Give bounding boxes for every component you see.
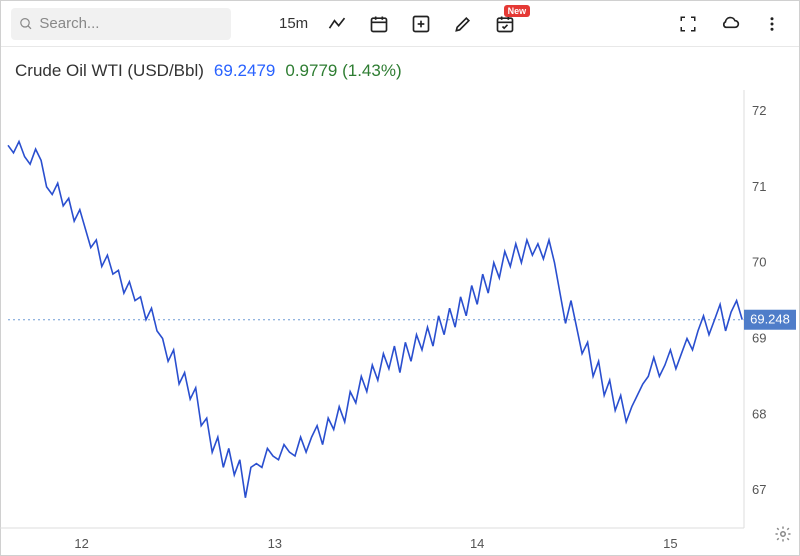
events-button[interactable]: New [488, 7, 522, 41]
gear-icon [774, 525, 792, 543]
price-chart[interactable]: 67 68 69 70 71 72 12 13 14 15 69.248 [0, 90, 800, 556]
chart-settings-button[interactable] [774, 525, 792, 548]
draw-button[interactable] [446, 7, 480, 41]
y-axis-label: 72 [752, 103, 766, 118]
add-indicator-button[interactable] [404, 7, 438, 41]
y-axis-label: 67 [752, 482, 766, 497]
search-icon [19, 16, 33, 32]
y-axis-label: 71 [752, 179, 766, 194]
calendar-icon [369, 14, 389, 34]
cloud-button[interactable] [713, 7, 747, 41]
more-button[interactable] [755, 7, 789, 41]
line-chart-icon [327, 14, 347, 34]
pencil-icon [453, 14, 473, 34]
x-axis-label: 13 [268, 536, 282, 551]
symbol-header: Crude Oil WTI (USD/Bbl) 69.2479 0.9779 (… [1, 47, 799, 87]
search-input[interactable] [39, 15, 223, 32]
chart-area[interactable]: 67 68 69 70 71 72 12 13 14 15 69.248 [0, 90, 800, 556]
interval-selector[interactable]: 15m [275, 15, 312, 32]
x-axis-label: 12 [74, 536, 88, 551]
x-axis-label: 15 [663, 536, 677, 551]
y-axis-label: 68 [752, 406, 766, 421]
symbol-name: Crude Oil WTI (USD/Bbl) [15, 61, 204, 81]
date-range-button[interactable] [362, 7, 396, 41]
price-tag-value: 69.248 [750, 312, 790, 327]
y-axis-label: 70 [752, 255, 766, 270]
dots-vertical-icon [763, 15, 781, 33]
cloud-icon [720, 14, 740, 34]
chart-style-button[interactable] [320, 7, 354, 41]
search-box[interactable] [11, 8, 231, 40]
last-price: 69.2479 [214, 61, 275, 81]
y-axis-label: 69 [752, 331, 766, 346]
toolbar: 15m New [1, 1, 799, 47]
new-badge: New [504, 5, 531, 17]
x-axis-label: 14 [470, 536, 484, 551]
plus-square-icon [411, 14, 431, 34]
price-change: 0.9779 (1.43%) [285, 61, 401, 81]
fullscreen-button[interactable] [671, 7, 705, 41]
calendar-check-icon [495, 14, 515, 34]
fullscreen-icon [679, 15, 697, 33]
